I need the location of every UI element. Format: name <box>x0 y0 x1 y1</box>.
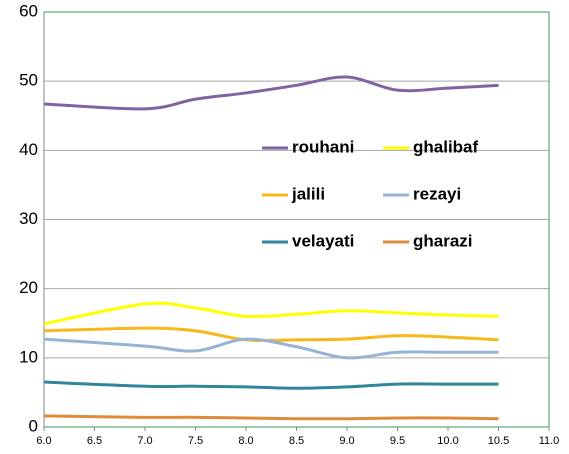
x-tick-label: 6.0 <box>36 435 51 447</box>
x-tick-label: 11.0 <box>539 435 560 447</box>
y-tick-label: 50 <box>19 71 38 90</box>
y-tick-label: 40 <box>19 140 38 159</box>
line-series <box>43 380 499 390</box>
legend-label: rouhani <box>292 137 354 156</box>
line-series <box>43 337 499 360</box>
y-tick-label: 20 <box>19 278 38 297</box>
legend-label: rezayi <box>413 184 461 203</box>
legend-label: jalili <box>291 184 325 203</box>
line-series <box>43 326 499 343</box>
y-tick-label: 10 <box>19 347 38 366</box>
x-tick-label: 9.5 <box>390 435 405 447</box>
legend-label: ghalibaf <box>413 137 479 156</box>
legend-label: gharazi <box>413 231 473 250</box>
x-tick-label: 8.5 <box>289 435 304 447</box>
x-tick-label: 10.0 <box>437 435 458 447</box>
y-tick-label: 30 <box>19 209 38 228</box>
x-tick-label: 8.0 <box>238 435 253 447</box>
legend-label: velayati <box>292 231 354 250</box>
x-tick-label: 7.0 <box>137 435 152 447</box>
y-tick-label: 60 <box>19 1 38 20</box>
x-tick-label: 9.0 <box>339 435 354 447</box>
y-tick-label: 0 <box>29 416 38 435</box>
x-tick-label: 7.5 <box>188 435 203 447</box>
line-series <box>43 414 499 421</box>
x-tick-label: 10.5 <box>488 435 509 447</box>
line-series <box>43 301 499 326</box>
line-series <box>43 75 499 111</box>
x-tick-label: 6.5 <box>87 435 102 447</box>
